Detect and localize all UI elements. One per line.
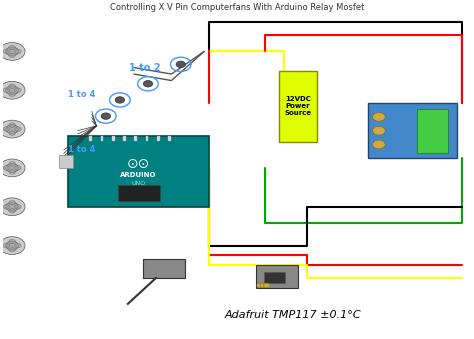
Circle shape <box>9 123 16 127</box>
FancyBboxPatch shape <box>123 136 126 141</box>
Circle shape <box>6 202 18 211</box>
FancyBboxPatch shape <box>68 136 209 207</box>
Circle shape <box>0 159 25 177</box>
Circle shape <box>373 126 385 135</box>
Text: ARDUINO: ARDUINO <box>120 172 157 178</box>
Circle shape <box>15 49 21 54</box>
Circle shape <box>15 166 21 170</box>
Circle shape <box>101 113 110 119</box>
Text: ⊙⊙: ⊙⊙ <box>127 157 150 171</box>
FancyBboxPatch shape <box>112 136 115 141</box>
FancyBboxPatch shape <box>143 259 185 278</box>
FancyBboxPatch shape <box>279 71 317 142</box>
Circle shape <box>9 239 16 244</box>
FancyBboxPatch shape <box>118 185 160 201</box>
Circle shape <box>3 88 9 93</box>
Circle shape <box>0 198 25 216</box>
Circle shape <box>3 204 9 209</box>
FancyBboxPatch shape <box>146 136 148 141</box>
Circle shape <box>143 81 153 87</box>
Circle shape <box>3 49 9 54</box>
Circle shape <box>9 53 16 58</box>
Text: Adafruit TMP117 ±0.1°C: Adafruit TMP117 ±0.1°C <box>225 310 362 320</box>
FancyBboxPatch shape <box>368 103 457 158</box>
FancyBboxPatch shape <box>90 136 92 141</box>
Text: 1 to 2: 1 to 2 <box>129 63 161 73</box>
Circle shape <box>15 127 21 131</box>
Circle shape <box>6 86 18 95</box>
Circle shape <box>9 45 16 49</box>
Circle shape <box>15 88 21 93</box>
Circle shape <box>373 113 385 121</box>
Circle shape <box>15 204 21 209</box>
FancyBboxPatch shape <box>59 155 73 167</box>
Circle shape <box>115 97 125 103</box>
Circle shape <box>6 125 18 134</box>
Circle shape <box>373 140 385 149</box>
FancyBboxPatch shape <box>417 109 448 153</box>
Circle shape <box>9 170 16 174</box>
Circle shape <box>3 166 9 170</box>
Circle shape <box>15 243 21 248</box>
Text: 1 to 4: 1 to 4 <box>68 90 96 99</box>
Circle shape <box>264 283 270 288</box>
FancyBboxPatch shape <box>264 272 285 283</box>
FancyBboxPatch shape <box>168 136 171 141</box>
Circle shape <box>9 84 16 88</box>
Circle shape <box>0 81 25 99</box>
Circle shape <box>0 120 25 138</box>
Circle shape <box>3 243 9 248</box>
Circle shape <box>260 283 266 288</box>
Circle shape <box>9 208 16 213</box>
Circle shape <box>6 241 18 250</box>
FancyBboxPatch shape <box>135 136 137 141</box>
Circle shape <box>6 163 18 172</box>
Circle shape <box>257 283 263 288</box>
Text: 1 to 4: 1 to 4 <box>68 145 96 154</box>
Circle shape <box>9 92 16 97</box>
Circle shape <box>0 42 25 60</box>
Title: Controlling X V Pin Computerfans With Arduino Relay Mosfet: Controlling X V Pin Computerfans With Ar… <box>110 3 364 12</box>
Circle shape <box>9 162 16 166</box>
Text: UNO: UNO <box>131 181 146 186</box>
FancyBboxPatch shape <box>256 265 298 288</box>
Circle shape <box>9 131 16 135</box>
Circle shape <box>176 61 185 67</box>
Text: 12VDC
Power
Source: 12VDC Power Source <box>284 96 311 116</box>
FancyBboxPatch shape <box>157 136 160 141</box>
Circle shape <box>9 200 16 205</box>
Circle shape <box>0 237 25 255</box>
Circle shape <box>9 247 16 252</box>
FancyBboxPatch shape <box>100 136 103 141</box>
Circle shape <box>3 127 9 131</box>
Circle shape <box>6 47 18 56</box>
